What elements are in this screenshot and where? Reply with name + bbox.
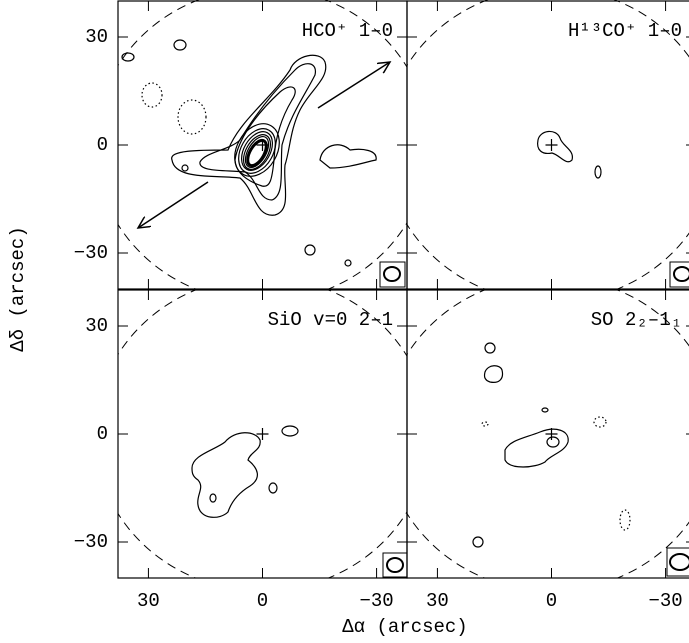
y-tick-label: −30 — [74, 531, 108, 553]
y-tick-label: 30 — [85, 26, 108, 48]
y-tick-label: 30 — [85, 315, 108, 337]
x-tick-label: 30 — [426, 590, 449, 612]
panel-title: H¹³CO⁺ 1–0 — [568, 20, 682, 42]
x-tick-label: 0 — [257, 590, 268, 612]
panel-title: SO 2₂–1₁ — [591, 309, 682, 331]
x-tick-label: 0 — [546, 590, 557, 612]
panel-title: HCO⁺ 1–0 — [302, 20, 393, 42]
panel-sio — [118, 290, 407, 578]
panel-h13co — [407, 0, 689, 290]
y-axis-label: Δδ (arcsec) — [7, 226, 29, 351]
source-cross — [545, 428, 558, 440]
y-tick-label: −30 — [74, 242, 108, 264]
x-tick-label: −30 — [359, 590, 393, 612]
panel-title: SiO v=0 2–1 — [268, 309, 393, 331]
panel-so — [407, 290, 689, 578]
panel-hco — [118, 0, 407, 290]
x-tick-label: −30 — [648, 590, 682, 612]
source-cross — [256, 139, 269, 151]
y-tick-label: 0 — [97, 134, 108, 156]
x-tick-label: 30 — [137, 590, 160, 612]
x-axis-label: Δα (arcsec) — [342, 616, 467, 638]
source-cross — [545, 139, 558, 151]
source-cross — [256, 428, 269, 440]
y-tick-label: 0 — [97, 423, 108, 445]
maps — [118, 0, 689, 578]
